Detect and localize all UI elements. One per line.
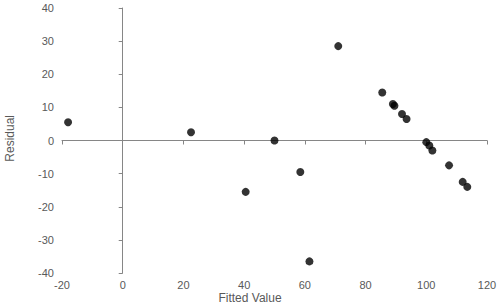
svg-text:120: 120: [478, 279, 496, 291]
svg-text:100: 100: [417, 279, 435, 291]
svg-text:-30: -30: [38, 234, 54, 246]
svg-text:60: 60: [299, 279, 311, 291]
svg-text:-40: -40: [38, 267, 54, 279]
svg-text:10: 10: [42, 101, 54, 113]
svg-text:0: 0: [48, 135, 54, 147]
svg-text:20: 20: [177, 279, 189, 291]
svg-text:-20: -20: [54, 279, 70, 291]
svg-text:Fitted Value: Fitted Value: [218, 291, 281, 305]
svg-text:40: 40: [238, 279, 250, 291]
svg-text:30: 30: [42, 35, 54, 47]
svg-text:-10: -10: [38, 168, 54, 180]
svg-text:20: 20: [42, 68, 54, 80]
svg-text:40: 40: [42, 2, 54, 14]
svg-text:-20: -20: [38, 201, 54, 213]
svg-text:Residual: Residual: [3, 115, 17, 162]
svg-text:80: 80: [359, 279, 371, 291]
svg-text:0: 0: [120, 279, 126, 291]
